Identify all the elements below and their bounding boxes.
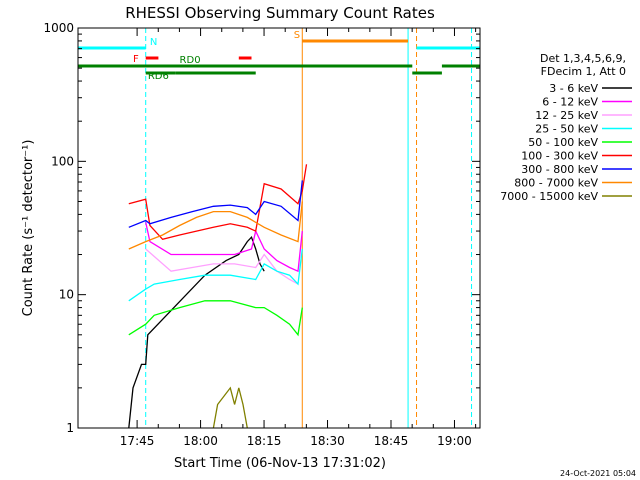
series-line-0 [128,235,265,429]
flag-label-f: F [133,54,139,65]
legend-label-7: 800 - 7000 keV [514,177,598,190]
flag-label-rd6: RD6 [148,71,169,82]
legend-label-3: 25 - 50 keV [535,123,598,136]
flag-bars: NF S RD0 RD6 [78,30,480,82]
series-line-8 [212,386,248,429]
footer-date: 24-Oct-2021 05:04 [560,469,636,478]
series-line-2 [145,248,299,285]
legend-label-5: 100 - 300 keV [521,150,598,163]
y-tick-label-2: 100 [51,154,74,168]
x-axis-label: Start Time (06-Nov-13 17:31:02) [174,456,386,471]
plot-frame [77,27,481,429]
legend-label-1: 6 - 12 keV [542,96,598,109]
x-tick-label-0: 17:45 [120,434,155,448]
x-tick-label-2: 18:15 [247,434,282,448]
legend-header-1: FDecim 1, Att 0 [541,65,626,78]
legend-header-0: Det 1,3,4,5,6,9, [540,52,626,65]
series-line-7 [128,201,303,250]
y-tick-label-1: 10 [59,288,74,302]
x-tick-label-5: 19:00 [437,434,472,448]
series-line-6 [128,180,303,228]
x-tick-label-4: 18:45 [374,434,409,448]
legend-label-0: 3 - 6 keV [549,82,598,95]
series-line-5 [128,164,308,241]
flag-label-n: N [150,37,157,48]
x-tick-label-1: 18:00 [183,434,218,448]
legend-label-4: 50 - 100 keV [528,136,598,149]
legend-label-6: 300 - 800 keV [521,163,598,176]
y-axis-label: Count Rate (s⁻¹ detector⁻¹) [21,140,36,317]
flag-label-rd0: RD0 [180,55,201,66]
series-line-4 [128,300,303,337]
legend-label-2: 12 - 25 keV [535,109,598,122]
flag-label-s: S [294,30,300,41]
series-lines [128,164,308,429]
y-tick-label-0: 1 [66,421,74,435]
series-line-1 [145,221,303,273]
legend: Det 1,3,4,5,6,9,FDecim 1, Att 0 3 - 6 keV… [500,52,632,203]
y-axis-ticks: 1 10 100 1000 [43,21,480,435]
y-tick-label-3: 1000 [43,21,74,35]
x-axis-ticks: 17:45 18:00 18:15 18:30 18:45 19:00 [120,28,477,448]
series-line-3 [128,248,303,302]
legend-label-8: 7000 - 15000 keV [500,190,598,203]
x-tick-label-3: 18:30 [310,434,345,448]
chart-title: RHESSI Observing Summary Count Rates [125,4,435,22]
